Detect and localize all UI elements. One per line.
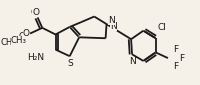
Text: Cl: Cl (157, 23, 166, 32)
Text: H₂N: H₂N (27, 53, 44, 62)
Text: CH₃: CH₃ (0, 39, 16, 47)
Text: F: F (178, 54, 183, 63)
Text: N: N (109, 22, 116, 31)
Text: CH₃: CH₃ (11, 36, 27, 45)
Text: F: F (173, 45, 178, 54)
Text: O: O (23, 29, 30, 38)
Text: O: O (30, 8, 37, 17)
Text: O: O (32, 8, 39, 17)
Text: N: N (128, 57, 135, 66)
Text: N: N (107, 16, 114, 25)
Text: S: S (67, 59, 73, 68)
Text: O: O (18, 32, 25, 41)
Text: O: O (8, 39, 15, 47)
Text: F: F (173, 62, 178, 71)
Text: O: O (30, 8, 37, 17)
Text: O: O (18, 32, 25, 41)
